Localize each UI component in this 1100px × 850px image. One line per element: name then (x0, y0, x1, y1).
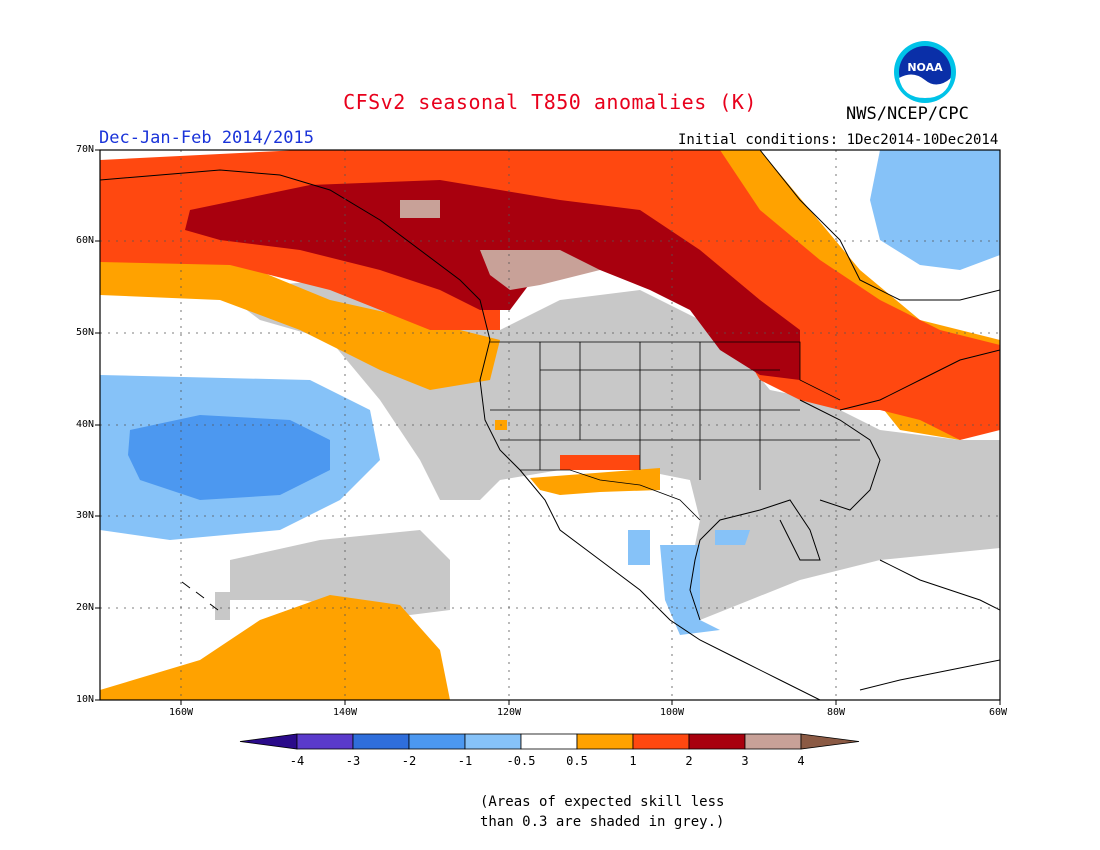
skill-note-line-1: (Areas of expected skill less (480, 794, 725, 810)
legend-swatch (408, 733, 466, 750)
lat-label: 30N (75, 510, 94, 521)
legend-swatch (520, 733, 578, 750)
map-title: CFSv2 seasonal T850 anomalies (K) (343, 90, 757, 114)
noaa-logo-icon: NOAA (894, 41, 956, 103)
skill-note: (Areas of expected skill less than 0.3 a… (480, 792, 724, 832)
legend-tick-label: -1 (457, 754, 473, 768)
lon-label: 60W (988, 707, 1008, 718)
lon-label: 160W (168, 707, 194, 718)
legend-tick-label: -4 (289, 754, 305, 768)
legend-tick-label: -3 (345, 754, 361, 768)
legend-arrow-high (800, 733, 860, 750)
forecast-period: Dec-Jan-Feb 2014/2015 (99, 128, 314, 148)
initial-conditions: Initial conditions: 1Dec2014-10Dec2014 (678, 132, 999, 148)
skill-note-line-2: than 0.3 are shaded in grey.) (480, 814, 725, 830)
lat-label: 20N (75, 602, 94, 613)
legend-tick-label: 0.5 (566, 754, 588, 768)
legend-tick-label: 3 (741, 754, 749, 768)
graticule (100, 150, 1000, 700)
legend-tick-label: -0.5 (506, 754, 536, 768)
legend-swatch (352, 733, 410, 750)
lat-label: 40N (75, 419, 94, 430)
lat-label: 60N (75, 235, 94, 246)
lat-label: 50N (75, 327, 94, 338)
lon-label: 100W (659, 707, 685, 718)
organization-label: NWS/NCEP/CPC (846, 104, 969, 124)
legend-swatch (744, 733, 802, 750)
logo-text: NOAA (907, 61, 943, 74)
legend-swatch (464, 733, 522, 750)
legend-tick-label: 1 (629, 754, 637, 768)
lon-label: 120W (496, 707, 522, 718)
lat-label: 10N (75, 694, 94, 705)
legend-swatch (576, 733, 634, 750)
legend-swatch (688, 733, 746, 750)
anomaly-neg1-neg2-areas (128, 415, 330, 500)
legend-tick-label: 4 (797, 754, 805, 768)
lat-label: 70N (75, 144, 94, 155)
legend-arrow-low (239, 733, 298, 750)
legend-swatch (632, 733, 690, 750)
lon-label: 80W (826, 707, 846, 718)
anomaly-2-3-areas (185, 180, 800, 380)
political-borders (490, 341, 860, 521)
legend-swatch (296, 733, 354, 750)
legend-tick-label: 2 (685, 754, 693, 768)
legend-tick-label: -2 (401, 754, 417, 768)
coastlines (100, 150, 1000, 700)
lon-label: 140W (332, 707, 358, 718)
anomaly-3-4-areas (400, 200, 600, 290)
